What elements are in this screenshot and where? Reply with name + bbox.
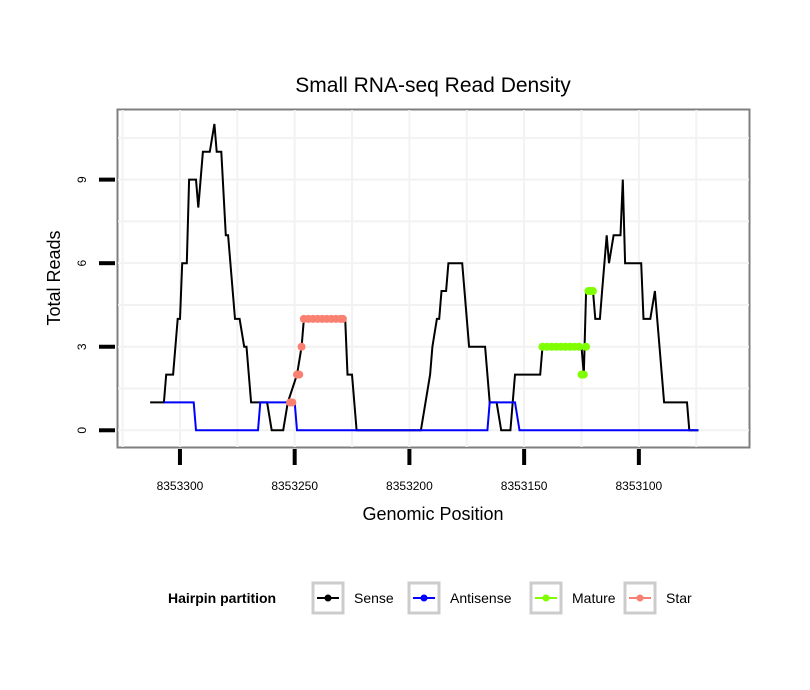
- legend-item-mature: Mature: [529, 581, 616, 615]
- x-tick-label: 8353200: [386, 479, 433, 493]
- legend-title: Hairpin partition: [168, 590, 276, 606]
- series-layer: [150, 123, 699, 432]
- x-tick-label: 8353300: [157, 479, 204, 493]
- x-tick-label: 8353250: [271, 479, 318, 493]
- data-point-mature: [588, 287, 597, 296]
- legend-key-point: [636, 594, 644, 602]
- legend-label: Antisense: [450, 590, 512, 606]
- series-line-sense: [150, 123, 699, 432]
- data-point-star: [338, 314, 347, 323]
- data-point-mature: [579, 370, 588, 379]
- legend-key-point: [420, 594, 428, 602]
- legend-key-point: [542, 594, 550, 602]
- data-point-star: [297, 342, 306, 351]
- legend: Hairpin partition Sense Antisense Mature St…: [168, 581, 692, 615]
- data-point-mature: [582, 342, 591, 351]
- legend-item-antisense: Antisense: [407, 581, 512, 615]
- legend-label: Sense: [354, 590, 394, 606]
- y-tick-label: 9: [75, 176, 89, 183]
- chart-title: Small RNA-seq Read Density: [295, 74, 571, 97]
- x-axis-title: Genomic Position: [362, 504, 503, 524]
- plot-panel: [116, 108, 751, 449]
- series-line-antisense: [163, 401, 699, 432]
- legend-label: Mature: [572, 590, 616, 606]
- series-antisense: [163, 401, 699, 432]
- series-sense: [150, 123, 699, 432]
- y-axis-title: Total Reads: [44, 230, 64, 325]
- x-tick-label: 8353150: [501, 479, 548, 493]
- legend-item-star: Star: [623, 581, 692, 615]
- data-point-star: [288, 398, 297, 407]
- series-star: [286, 314, 347, 407]
- y-tick-label: 0: [75, 427, 89, 434]
- y-tick-label: 3: [75, 343, 89, 350]
- legend-label: Star: [666, 590, 692, 606]
- x-axis: 8353300 8353250 8353200 8353150 8353100: [157, 449, 663, 493]
- legend-key-point: [324, 594, 332, 602]
- data-point-star: [295, 370, 304, 379]
- legend-item-sense: Sense: [311, 581, 394, 615]
- y-axis: 0 3 6 9: [75, 176, 115, 434]
- data-point-mature: [575, 342, 584, 351]
- series-mature: [538, 287, 597, 379]
- x-tick-label: 8353100: [616, 479, 663, 493]
- y-tick-label: 6: [75, 260, 89, 267]
